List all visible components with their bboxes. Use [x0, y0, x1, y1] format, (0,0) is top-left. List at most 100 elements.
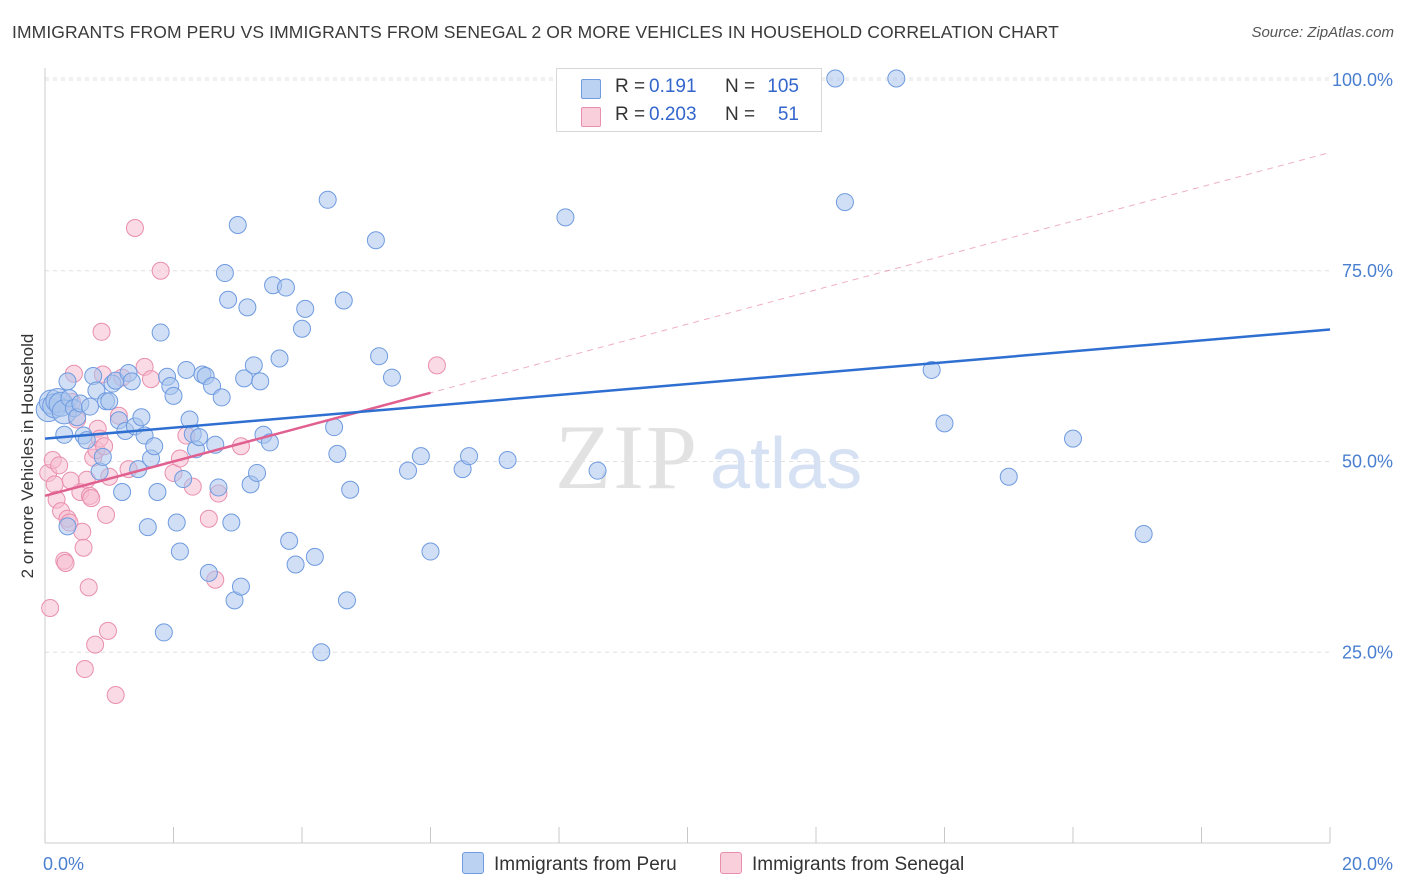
peru-point — [334, 291, 353, 310]
y-axis-label: 2 or more Vehicles in Household — [18, 333, 37, 579]
peru-point — [280, 531, 299, 550]
peru-point — [199, 563, 218, 582]
peru-point — [132, 408, 151, 427]
peru-point — [370, 347, 389, 366]
peru-point — [113, 483, 132, 502]
watermark-atlas: atlas — [710, 424, 862, 504]
peru-point — [556, 208, 575, 227]
peru-point — [498, 450, 517, 469]
peru-point — [1134, 524, 1153, 543]
peru-point — [58, 372, 77, 391]
legend-item-senegal: Immigrants from Senegal — [720, 852, 964, 876]
chart-title: IMMIGRANTS FROM PERU VS IMMIGRANTS FROM … — [12, 22, 1059, 42]
peru-point — [922, 360, 941, 379]
legend-n-value-senegal: 51 — [777, 104, 799, 125]
peru-point — [276, 278, 295, 297]
trend-lines — [44, 152, 1331, 498]
legend-n-value-peru: 105 — [767, 76, 799, 97]
senegal-point — [79, 578, 98, 597]
peru-point — [999, 467, 1018, 486]
senegal-point — [75, 660, 94, 679]
legend-label-peru: Immigrants from Peru — [494, 854, 677, 875]
legend-swatch-peru — [581, 79, 601, 99]
watermark-zip: ZIP — [555, 406, 699, 508]
peru-point — [312, 643, 331, 662]
legend-row-peru: R = 0.191 N = 105 — [557, 73, 821, 101]
peru-point — [177, 360, 196, 379]
legend-r-label: R = — [615, 104, 646, 125]
y-tick-label: 25.0% — [1342, 642, 1393, 662]
peru-point — [151, 323, 170, 342]
peru-point — [305, 547, 324, 566]
peru-point — [293, 319, 311, 338]
peru-point — [270, 349, 289, 368]
legend-r-value-peru: 0.191 — [649, 76, 697, 97]
tick-labels: 25.0% 50.0% 75.0% 100.0% 0.0% 20.0% — [43, 70, 1393, 874]
senegal-point — [45, 475, 64, 494]
senegal-trend-line — [44, 391, 431, 498]
senegal-point — [41, 598, 60, 617]
peru-point — [145, 437, 164, 456]
senegal-point — [50, 456, 69, 475]
senegal-point — [427, 356, 446, 375]
peru-point — [328, 444, 347, 463]
peru-point — [209, 478, 228, 497]
peru-point — [222, 513, 241, 532]
senegal-point — [74, 538, 93, 557]
legend-row-senegal: R = 0.203 N = 51 — [557, 101, 821, 129]
peru-point — [93, 447, 112, 466]
senegal-point — [97, 505, 116, 524]
legend-stats: R = 0.191 N = 105 R = 0.203 N = 51 — [556, 68, 822, 132]
senegal-point — [151, 261, 170, 280]
peru-trend-line — [44, 328, 1331, 440]
peru-point — [411, 447, 430, 466]
peru-point — [55, 425, 74, 444]
peru-point — [100, 392, 119, 411]
senegal-point — [106, 685, 125, 704]
legend-item-peru: Immigrants from Peru — [462, 852, 677, 876]
peru-point — [341, 480, 360, 499]
peru-point — [935, 414, 954, 433]
peru-point — [296, 299, 315, 318]
x-tick-label: 20.0% — [1342, 854, 1393, 874]
peru-point — [318, 190, 337, 209]
peru-point — [421, 542, 440, 561]
peru-point — [887, 69, 906, 88]
legend-label-senegal: Immigrants from Senegal — [752, 854, 965, 875]
peru-point — [154, 623, 173, 642]
legend-swatch-peru — [462, 852, 484, 874]
peru-point — [248, 463, 267, 482]
senegal-point — [98, 621, 117, 640]
senegal-point — [92, 322, 111, 341]
senegal-point — [142, 370, 161, 389]
senegal-point — [199, 509, 218, 528]
y-tick-label: 75.0% — [1342, 261, 1393, 281]
peru-point — [835, 193, 854, 212]
peru-point — [122, 372, 141, 391]
legend-swatch-senegal — [581, 107, 601, 127]
y-tick-label: 50.0% — [1342, 452, 1393, 472]
senegal-point — [82, 489, 101, 508]
peru-point — [251, 372, 270, 391]
peru-point — [170, 542, 189, 561]
legend-n-label: N = — [725, 104, 756, 125]
peru-point — [190, 428, 209, 447]
watermark: ZIP atlas — [555, 406, 862, 508]
peru-point — [286, 555, 305, 574]
peru-point — [138, 518, 157, 537]
senegal-point — [56, 553, 75, 572]
peru-point — [167, 513, 186, 532]
legend-swatch-senegal — [720, 852, 742, 874]
peru-point — [148, 483, 167, 502]
peru-point — [231, 577, 250, 596]
peru-point — [80, 397, 99, 416]
peru-point — [219, 290, 238, 309]
peru-point — [826, 69, 845, 88]
peru-point — [588, 461, 607, 480]
legend-r-value-senegal: 0.203 — [649, 104, 697, 125]
peru-point — [58, 517, 77, 536]
grid-lines — [45, 77, 1330, 653]
y-tick-label: 100.0% — [1332, 70, 1393, 90]
peru-point — [382, 368, 401, 387]
peru-point — [228, 215, 247, 234]
